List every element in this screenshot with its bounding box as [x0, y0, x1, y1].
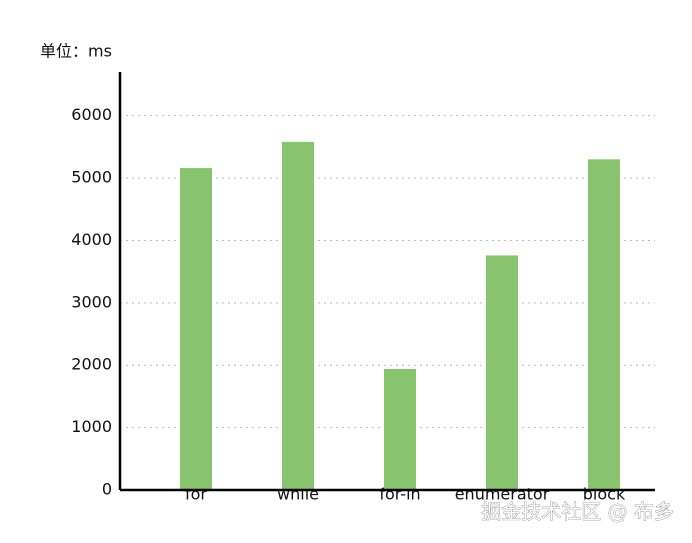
unit-label: 单位：ms: [40, 42, 112, 61]
y-tick-label: 5000: [71, 168, 112, 187]
y-tick-label: 1000: [71, 417, 112, 436]
y-tick-label: 6000: [71, 105, 112, 124]
y-tick-label: 4000: [71, 230, 112, 249]
y-tick-label: 0: [102, 480, 112, 499]
bar: [282, 141, 314, 490]
watermark: 掘金技术社区 @ 布多: [481, 500, 674, 524]
y-tick-label: 2000: [71, 355, 112, 374]
bar: [384, 368, 416, 490]
y-tick-label: 3000: [71, 292, 112, 311]
bar: [588, 159, 620, 491]
bar: [180, 168, 212, 490]
bar: [486, 255, 518, 490]
